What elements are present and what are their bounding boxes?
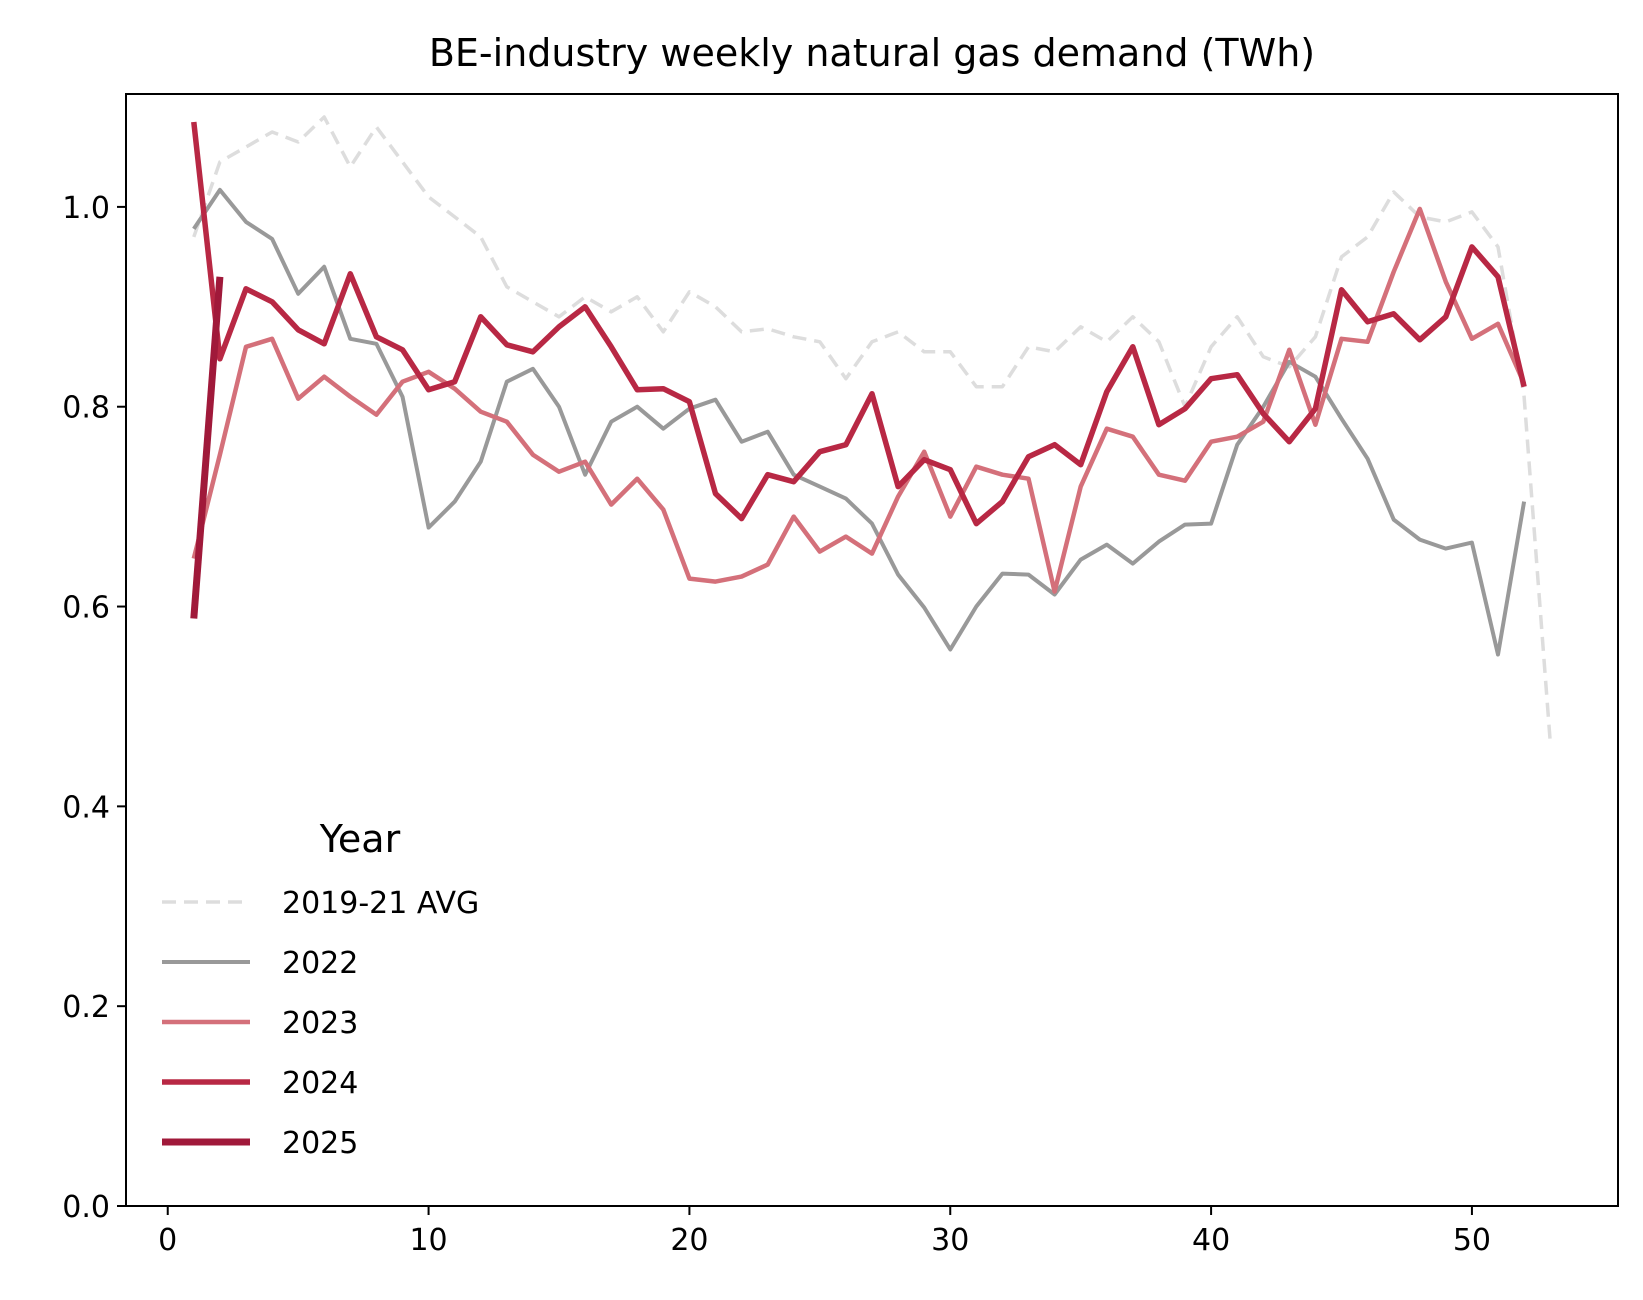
y-tick-label: 0.6 [62,591,110,626]
legend-title: Year [319,817,401,861]
x-tick-label: 10 [409,1223,447,1258]
x-tick-label: 50 [1453,1223,1491,1258]
series-line-2025 [190,276,224,619]
y-tick-label: 0.0 [62,1190,110,1225]
chart-title: BE-industry weekly natural gas demand (T… [429,31,1315,75]
series-line-2023 [191,206,1527,594]
series-layer [190,115,1552,742]
y-axis: 0.0 0.2 0.4 0.6 0.8 1.0 [62,191,126,1225]
y-tick-label: 0.8 [62,391,110,426]
x-tick-label: 30 [931,1223,969,1258]
series-line-2019-21-avg [192,115,1552,742]
legend-label-2022: 2022 [282,946,358,981]
x-axis: 0 10 20 30 40 50 [158,1206,1491,1258]
x-tick-label: 40 [1192,1223,1230,1258]
legend-label-2023: 2023 [282,1006,358,1041]
plot-frame [125,93,1619,1207]
legend-label-2024: 2024 [282,1066,358,1101]
series-line-2022 [192,187,1527,657]
series-line-2024 [191,121,1527,527]
y-tick-label: 0.4 [62,790,110,825]
x-tick-label: 20 [670,1223,708,1258]
y-tick-label: 0.2 [62,990,110,1025]
y-tick-label: 1.0 [62,191,110,226]
legend: Year 2019-21 AVG 2022 2023 2024 2025 [162,817,479,1161]
x-tick-label: 0 [158,1223,177,1258]
legend-label-2025: 2025 [282,1126,358,1161]
legend-label-2019-21-avg: 2019-21 AVG [282,886,479,921]
